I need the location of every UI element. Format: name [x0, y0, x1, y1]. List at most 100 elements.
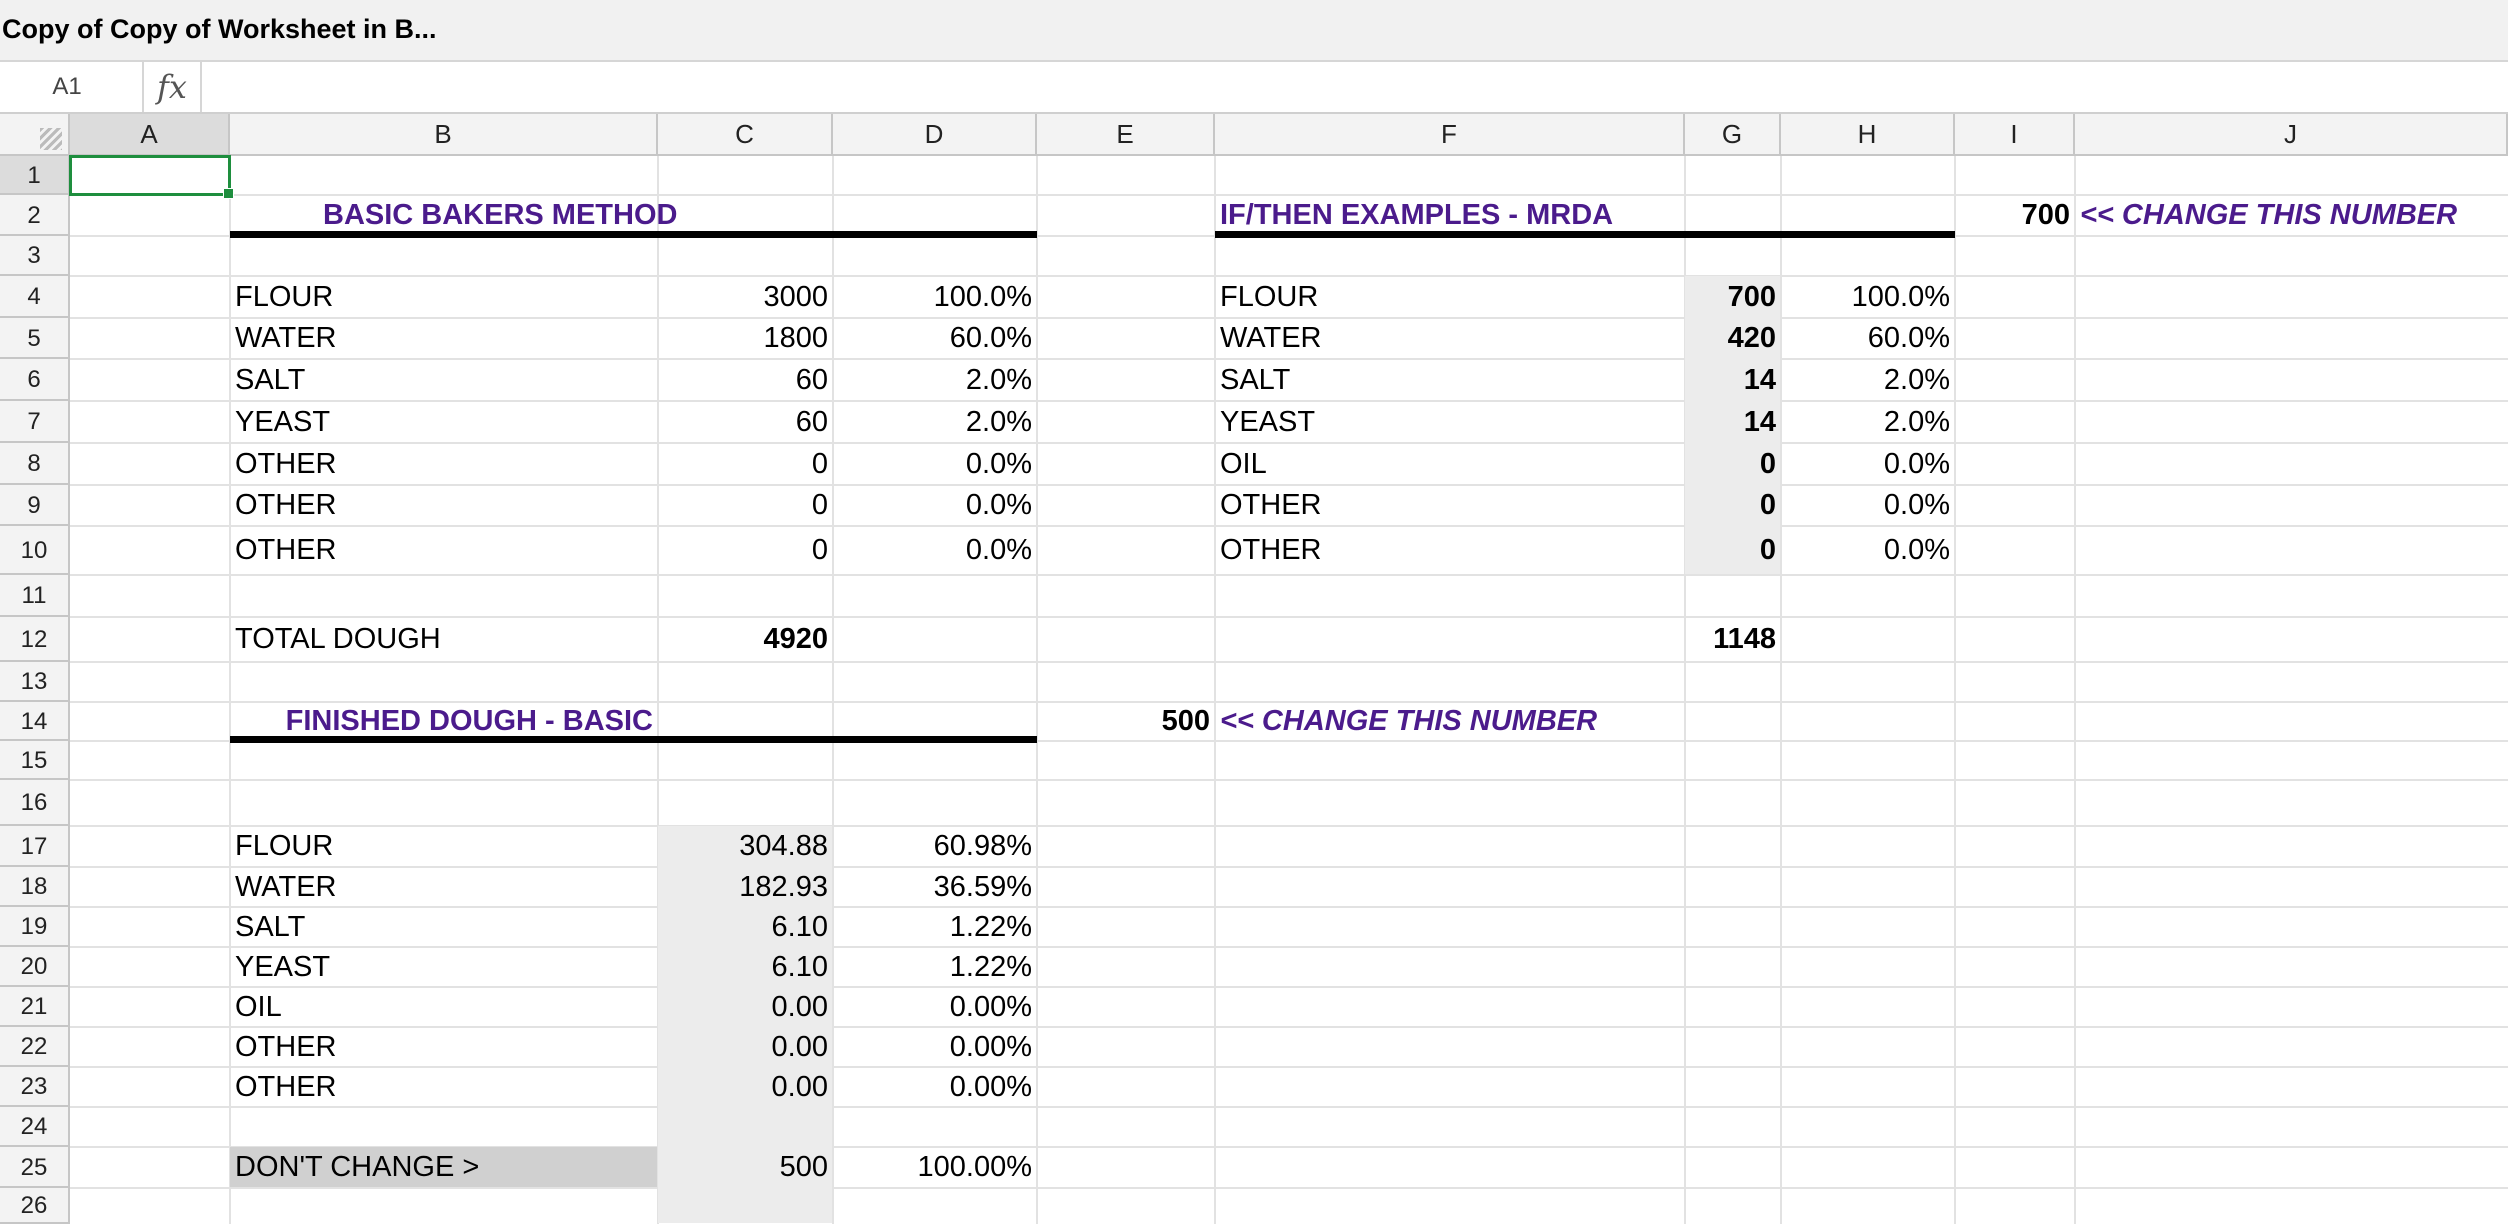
basic-ingredient-amount[interactable]: 0 [811, 489, 828, 521]
ifthen-ingredient-amount[interactable]: 0 [1759, 447, 1776, 480]
basic-ingredient-amount[interactable]: 60 [795, 363, 828, 396]
ifthen-ingredient-amount[interactable]: 0 [1759, 534, 1776, 566]
ifthen-ingredient-percent[interactable]: 0.0% [1883, 489, 1950, 521]
finished-ingredient-amount[interactable]: 0.00 [771, 1030, 828, 1063]
ifthen-heading[interactable]: IF/THEN EXAMPLES - MRDA [1220, 199, 1614, 231]
row-header-11[interactable]: 11 [0, 575, 70, 617]
row-header-4[interactable]: 4 [0, 276, 70, 318]
finished-ingredient-amount[interactable]: 304.88 [739, 830, 828, 862]
row-header-18[interactable]: 18 [0, 867, 70, 907]
basic-bakers-heading[interactable]: BASIC BAKERS METHOD [323, 199, 678, 231]
column-header-i[interactable]: I [1955, 114, 2075, 156]
basic-ingredient-name[interactable]: YEAST [235, 405, 331, 438]
row-header-7[interactable]: 7 [0, 401, 70, 443]
finished-ingredient-percent[interactable]: 0.00% [949, 990, 1032, 1023]
column-header-g[interactable]: G [1685, 114, 1781, 156]
row-header-22[interactable]: 22 [0, 1027, 70, 1067]
finished-change-note[interactable]: << CHANGE THIS NUMBER [1220, 705, 1598, 737]
basic-ingredient-percent[interactable]: 2.0% [965, 405, 1032, 438]
finished-ingredient-amount[interactable]: 0.00 [771, 990, 828, 1023]
row-header-23[interactable]: 23 [0, 1067, 70, 1107]
name-box[interactable]: A1 [52, 73, 82, 100]
ifthen-ingredient-percent[interactable]: 0.0% [1883, 447, 1950, 480]
finished-ingredient-amount[interactable]: 0.00 [771, 1070, 828, 1103]
ifthen-ingredient-name[interactable]: OTHER [1220, 534, 1322, 566]
total-dough-value[interactable]: 4920 [763, 623, 828, 655]
basic-ingredient-percent[interactable]: 0.0% [965, 534, 1032, 566]
row-header-8[interactable]: 8 [0, 443, 70, 485]
basic-ingredient-name[interactable]: WATER [235, 322, 337, 354]
finished-ingredient-name[interactable]: OIL [235, 990, 282, 1023]
ifthen-ingredient-amount[interactable]: 700 [1727, 280, 1776, 313]
finished-ingredient-name[interactable]: FLOUR [235, 830, 334, 862]
row-header-16[interactable]: 16 [0, 780, 70, 826]
dont-change-percent[interactable]: 100.00% [917, 1151, 1033, 1183]
finished-ingredient-amount[interactable]: 182.93 [739, 870, 828, 903]
ifthen-ingredient-name[interactable]: SALT [1220, 363, 1291, 396]
row-header-5[interactable]: 5 [0, 318, 70, 359]
active-cell-selection[interactable] [69, 155, 234, 199]
column-header-e[interactable]: E [1037, 114, 1215, 156]
dont-change-value[interactable]: 500 [779, 1151, 828, 1183]
finished-input-cell[interactable]: 500 [1161, 705, 1210, 737]
finished-ingredient-percent[interactable]: 0.00% [949, 1030, 1032, 1063]
basic-ingredient-name[interactable]: SALT [235, 363, 306, 396]
basic-ingredient-amount[interactable]: 60 [795, 405, 828, 438]
fill-handle[interactable] [223, 188, 234, 199]
finished-ingredient-name[interactable]: OTHER [235, 1070, 337, 1103]
finished-dough-heading[interactable]: FINISHED DOUGH - BASIC [285, 705, 653, 737]
finished-ingredient-percent[interactable]: 1.22% [949, 950, 1032, 983]
ifthen-total-value[interactable]: 1148 [1713, 623, 1776, 655]
column-header-d[interactable]: D [833, 114, 1037, 156]
ifthen-ingredient-name[interactable]: OTHER [1220, 489, 1322, 521]
finished-ingredient-amount[interactable]: 6.10 [771, 950, 828, 983]
row-header-10[interactable]: 10 [0, 526, 70, 575]
ifthen-ingredient-percent[interactable]: 100.0% [1851, 280, 1950, 313]
row-header-21[interactable]: 21 [0, 987, 70, 1027]
ifthen-input-cell[interactable]: 700 [2021, 199, 2070, 231]
finished-ingredient-percent[interactable]: 0.00% [949, 1070, 1032, 1103]
ifthen-ingredient-amount[interactable]: 420 [1727, 322, 1776, 354]
row-header-15[interactable]: 15 [0, 741, 70, 780]
ifthen-ingredient-percent[interactable]: 2.0% [1883, 405, 1950, 438]
column-header-h[interactable]: H [1781, 114, 1955, 156]
row-header-6[interactable]: 6 [0, 359, 70, 401]
basic-ingredient-name[interactable]: OTHER [235, 447, 337, 480]
ifthen-ingredient-percent[interactable]: 60.0% [1867, 322, 1950, 354]
ifthen-ingredient-name[interactable]: YEAST [1220, 405, 1316, 438]
ifthen-ingredient-name[interactable]: WATER [1220, 322, 1322, 354]
basic-ingredient-amount[interactable]: 1800 [763, 322, 828, 354]
ifthen-ingredient-percent[interactable]: 0.0% [1883, 534, 1950, 566]
column-header-f[interactable]: F [1215, 114, 1685, 156]
basic-ingredient-name[interactable]: FLOUR [235, 280, 334, 313]
row-header-26[interactable]: 26 [0, 1188, 70, 1224]
finished-ingredient-percent[interactable]: 1.22% [949, 910, 1032, 943]
basic-ingredient-percent[interactable]: 100.0% [933, 280, 1032, 313]
row-header-2[interactable]: 2 [0, 195, 70, 236]
finished-ingredient-name[interactable]: WATER [235, 870, 337, 903]
row-header-24[interactable]: 24 [0, 1107, 70, 1147]
total-dough-label[interactable]: TOTAL DOUGH [235, 623, 441, 655]
ifthen-ingredient-name[interactable]: OIL [1220, 447, 1267, 480]
row-header-9[interactable]: 9 [0, 485, 70, 526]
basic-ingredient-amount[interactable]: 3000 [763, 280, 828, 313]
finished-ingredient-name[interactable]: SALT [235, 910, 306, 943]
ifthen-ingredient-amount[interactable]: 0 [1759, 489, 1776, 521]
row-header-12[interactable]: 12 [0, 617, 70, 662]
basic-ingredient-amount[interactable]: 0 [811, 534, 828, 566]
row-header-3[interactable]: 3 [0, 236, 70, 276]
basic-ingredient-percent[interactable]: 0.0% [965, 447, 1032, 480]
ifthen-ingredient-amount[interactable]: 14 [1743, 363, 1776, 396]
finished-ingredient-percent[interactable]: 36.59% [933, 870, 1032, 903]
column-header-b[interactable]: B [230, 114, 658, 156]
dont-change-label[interactable]: DON'T CHANGE > [235, 1151, 480, 1183]
basic-ingredient-amount[interactable]: 0 [811, 447, 828, 480]
row-header-25[interactable]: 25 [0, 1147, 70, 1188]
row-header-13[interactable]: 13 [0, 662, 70, 702]
row-header-17[interactable]: 17 [0, 826, 70, 867]
finished-ingredient-name[interactable]: OTHER [235, 1030, 337, 1063]
row-header-19[interactable]: 19 [0, 907, 70, 947]
row-header-20[interactable]: 20 [0, 947, 70, 987]
basic-ingredient-name[interactable]: OTHER [235, 534, 337, 566]
